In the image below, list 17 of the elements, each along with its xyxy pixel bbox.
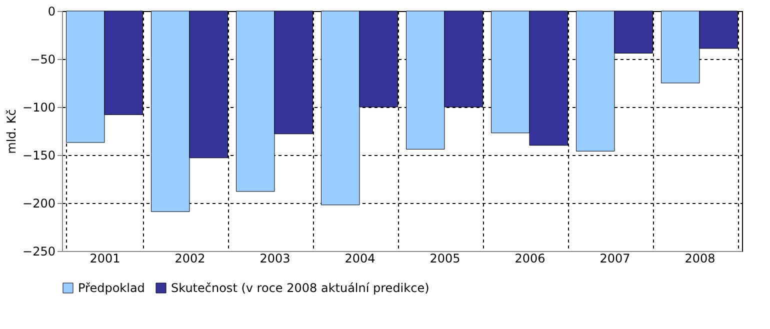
y-tick-label: −250 xyxy=(22,244,56,258)
x-tick-label: 2008 xyxy=(684,252,716,266)
y-tick-label: −150 xyxy=(22,148,56,162)
y-tick-label: −50 xyxy=(30,52,56,66)
y-tick-label: −200 xyxy=(22,196,56,210)
y-axis-title: mld. Kč xyxy=(4,109,19,154)
y-tick-label: −100 xyxy=(22,100,56,114)
legend-label: Předpoklad xyxy=(78,281,145,295)
x-tick-label: 2005 xyxy=(430,252,460,266)
x-tick-label: 2006 xyxy=(514,252,546,266)
x-tick-label: 2002 xyxy=(174,252,206,266)
legend-label: Skutečnost (v roce 2008 aktuální predikce) xyxy=(171,281,430,295)
x-tick-label: 2007 xyxy=(600,252,630,266)
x-tick-label: 2003 xyxy=(260,252,290,266)
y-tick-label: 0 xyxy=(48,4,56,18)
x-tick-label: 2001 xyxy=(90,252,120,266)
x-tick-label: 2004 xyxy=(344,252,376,266)
